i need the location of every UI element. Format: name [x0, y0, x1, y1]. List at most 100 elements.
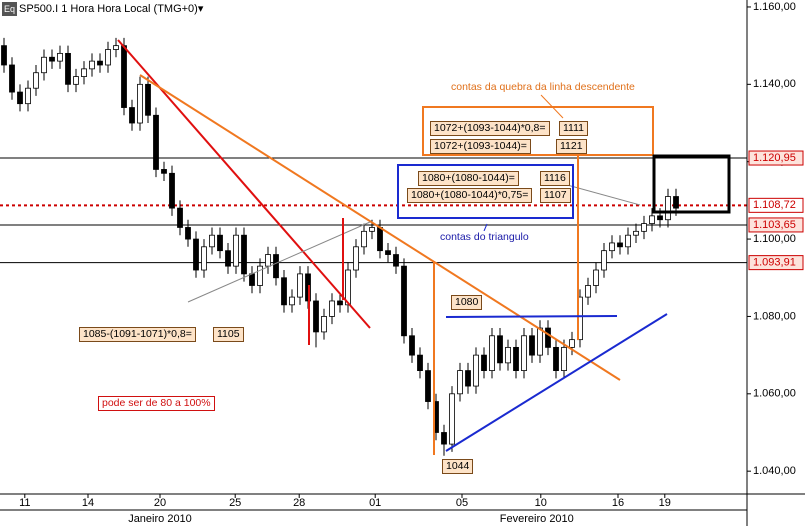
candle-body — [185, 227, 191, 240]
candle-body — [449, 393, 455, 445]
candle-body — [41, 56, 47, 74]
candle-body — [641, 223, 647, 232]
candle-body — [273, 254, 279, 279]
black-box — [652, 154, 731, 214]
candle-body — [25, 87, 31, 105]
candle-body — [497, 335, 503, 364]
candle-body — [145, 83, 151, 116]
y-tick-label: 1.140,00 — [753, 78, 796, 90]
candle-body — [553, 346, 559, 371]
candle-body — [609, 242, 615, 252]
candle-body — [465, 370, 471, 387]
candle-body — [369, 227, 375, 232]
annotation: 1080 — [451, 295, 483, 310]
candle-body — [209, 234, 215, 248]
x-tick-label: 05 — [456, 497, 468, 509]
y-tick-label: 1.060,00 — [753, 388, 796, 400]
candle-body — [121, 45, 127, 108]
candle-body — [265, 254, 271, 267]
candle-body — [481, 354, 487, 371]
candle-body — [97, 60, 103, 66]
annotation: 1044 — [442, 459, 474, 474]
candle-body — [65, 52, 71, 85]
candle-body — [217, 234, 223, 252]
candle-body — [89, 60, 95, 70]
candle-body — [377, 227, 383, 252]
annotation: 1121 — [556, 139, 587, 154]
orange-box — [422, 106, 654, 156]
candle-body — [193, 238, 199, 271]
level-label: 1.120,95 — [753, 152, 796, 164]
candle-body — [49, 56, 55, 62]
candle-body — [561, 346, 567, 371]
candle-body — [625, 234, 631, 248]
month-label: Fevereiro 2010 — [500, 513, 574, 525]
candle-body — [617, 242, 623, 248]
candle-body — [9, 64, 15, 93]
candle-body — [665, 196, 671, 221]
annotation: 1080+(1080-1044)*0,75= — [407, 188, 533, 203]
x-tick-label: 11 — [19, 497, 30, 509]
y-tick-label: 1.160,00 — [753, 1, 796, 13]
candle-body — [241, 234, 247, 275]
candle-body — [505, 346, 511, 364]
level-label: 1.108,72 — [753, 199, 796, 211]
annotation: 1072+(1093-1044)*0,8= — [430, 121, 550, 136]
annotation: 1111 — [559, 121, 589, 136]
candle-body — [105, 49, 111, 66]
candle-body — [545, 327, 551, 348]
candle-body — [1, 45, 7, 66]
candle-body — [233, 234, 239, 267]
candle-body — [593, 269, 599, 286]
candle-body — [129, 107, 135, 124]
candle-body — [313, 300, 319, 333]
y-tick-label: 1.080,00 — [753, 310, 796, 322]
annotation: 1116 — [540, 171, 570, 186]
candle-body — [585, 285, 591, 298]
candle-body — [33, 72, 39, 89]
candle-body — [345, 269, 351, 306]
candle-body — [177, 207, 183, 228]
candle-body — [289, 296, 295, 306]
axes: 1.160,001.140,001.120,001.100,001.080,00… — [19, 1, 804, 525]
trend-line — [187, 221, 371, 303]
candle-body — [457, 370, 463, 395]
candle-body — [537, 327, 543, 356]
candles — [1, 37, 679, 456]
candle-body — [321, 316, 327, 333]
candle-body — [657, 215, 663, 221]
candle-body — [329, 300, 335, 317]
connector — [540, 94, 564, 119]
candle-body — [161, 169, 167, 174]
candle-body — [353, 246, 359, 271]
candle-body — [17, 91, 23, 105]
candle-body — [337, 300, 343, 306]
annotation: 1080+(1080-1044)= — [418, 171, 519, 186]
candle-body — [169, 172, 175, 209]
connector — [483, 223, 488, 232]
y-tick-label: 1.100,00 — [753, 233, 796, 245]
candle-body — [473, 354, 479, 387]
annotation: pode ser de 80 a 100% — [98, 396, 215, 411]
candle-body — [649, 215, 655, 224]
candle-body — [521, 335, 527, 371]
title-text: SP500.I 1 Hora Hora Local (TMG+0) — [19, 3, 198, 15]
x-tick-label: 10 — [535, 497, 547, 509]
annotation: 1085-(1091-1071)*0,8= — [79, 327, 196, 342]
level-label-box — [748, 197, 804, 213]
icon: Eq — [2, 2, 18, 16]
candle-body — [257, 265, 263, 286]
candle-body — [673, 196, 679, 209]
candle-body — [385, 250, 391, 255]
candle-body — [249, 273, 255, 286]
level-label: 1.093,91 — [753, 257, 796, 269]
candle-body — [73, 76, 79, 85]
annotation: 1105 — [213, 327, 244, 342]
candle-body — [113, 45, 119, 50]
candle-body — [529, 335, 535, 356]
candle-body — [137, 83, 143, 124]
candle-body — [401, 265, 407, 337]
candle-body — [489, 335, 495, 371]
candle-body — [81, 68, 87, 77]
candle-body — [633, 230, 639, 236]
